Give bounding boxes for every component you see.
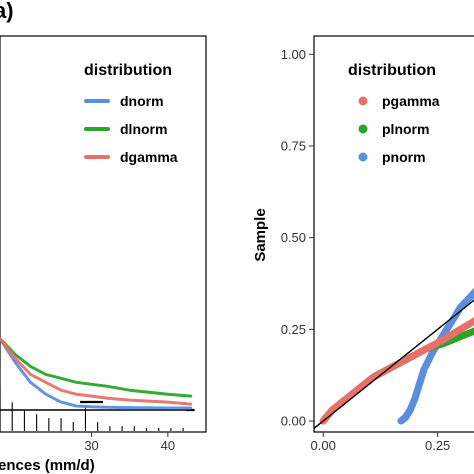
right-x-tick-label: 0.00: [311, 438, 336, 453]
left-legend-label-dlnorm: dlnorm: [120, 121, 167, 137]
right-legend-swatch-plnorm: [358, 124, 368, 134]
left-legend: distribution dnorm dlnorm dgamma: [84, 62, 178, 165]
density-line-dlnorm: [0, 337, 193, 398]
right-y-tick-label: 1.00: [281, 47, 306, 62]
right-y-tick-label: 0.75: [281, 139, 306, 154]
left-x-axis-title: ences (mm/d): [0, 457, 95, 474]
left-histogram: [0, 386, 195, 431]
left-x-tick-label: 40: [161, 438, 175, 453]
left-legend-label-dnorm: dnorm: [120, 93, 164, 109]
density-line-dnorm: [0, 337, 193, 410]
right-legend-label-pnorm: pnorm: [382, 149, 426, 165]
left-legend-item-dgamma: dgamma: [84, 149, 178, 165]
left-x-ticks: 30 40: [84, 432, 175, 453]
right-qq-points: [313, 287, 474, 429]
left-legend-item-dnorm: dnorm: [84, 93, 164, 109]
right-legend-label-plnorm: plnorm: [382, 121, 429, 137]
panel-label: a): [0, 0, 14, 23]
left-plot-border: [0, 35, 207, 433]
qq-point-pgamma: [471, 317, 474, 324]
right-x-tick-label: 0.25: [425, 438, 450, 453]
right-y-ticks: 0.00 0.25 0.50 0.75 1.00: [281, 47, 314, 429]
right-panel: 0.00 0.25 0.50 0.75 1.00 0.00 0.25 Sample dis…: [252, 35, 474, 453]
right-legend-item-pgamma: pgamma: [358, 93, 440, 109]
right-legend-label-pgamma: pgamma: [382, 93, 440, 109]
right-legend-item-pnorm: pnorm: [358, 149, 426, 165]
left-x-tick-label: 30: [84, 438, 98, 453]
reference-line-overlay: [313, 299, 474, 429]
left-legend-label-dgamma: dgamma: [120, 149, 178, 165]
left-panel: 30 40 ences (mm/d) distribution dnorm dln…: [0, 35, 207, 474]
right-y-tick-label: 0.50: [281, 230, 306, 245]
right-plot-border: [313, 35, 474, 433]
qq-point-plnorm: [471, 327, 474, 335]
right-legend-title: distribution: [348, 62, 436, 79]
right-legend: distribution pgamma plnorm pnorm: [348, 62, 440, 165]
right-y-tick-label: 0.00: [281, 414, 306, 429]
left-legend-title: distribution: [84, 62, 172, 79]
left-density-lines: [0, 337, 193, 410]
right-legend-item-plnorm: plnorm: [358, 121, 429, 137]
right-x-ticks: 0.00 0.25: [311, 432, 450, 453]
left-legend-item-dlnorm: dlnorm: [84, 121, 167, 137]
right-y-axis-title: Sample: [252, 208, 269, 261]
density-line-dgamma: [0, 337, 193, 406]
right-legend-swatch-pnorm: [358, 152, 368, 162]
right-y-tick-label: 0.25: [281, 322, 306, 337]
right-legend-swatch-pgamma: [358, 96, 368, 106]
